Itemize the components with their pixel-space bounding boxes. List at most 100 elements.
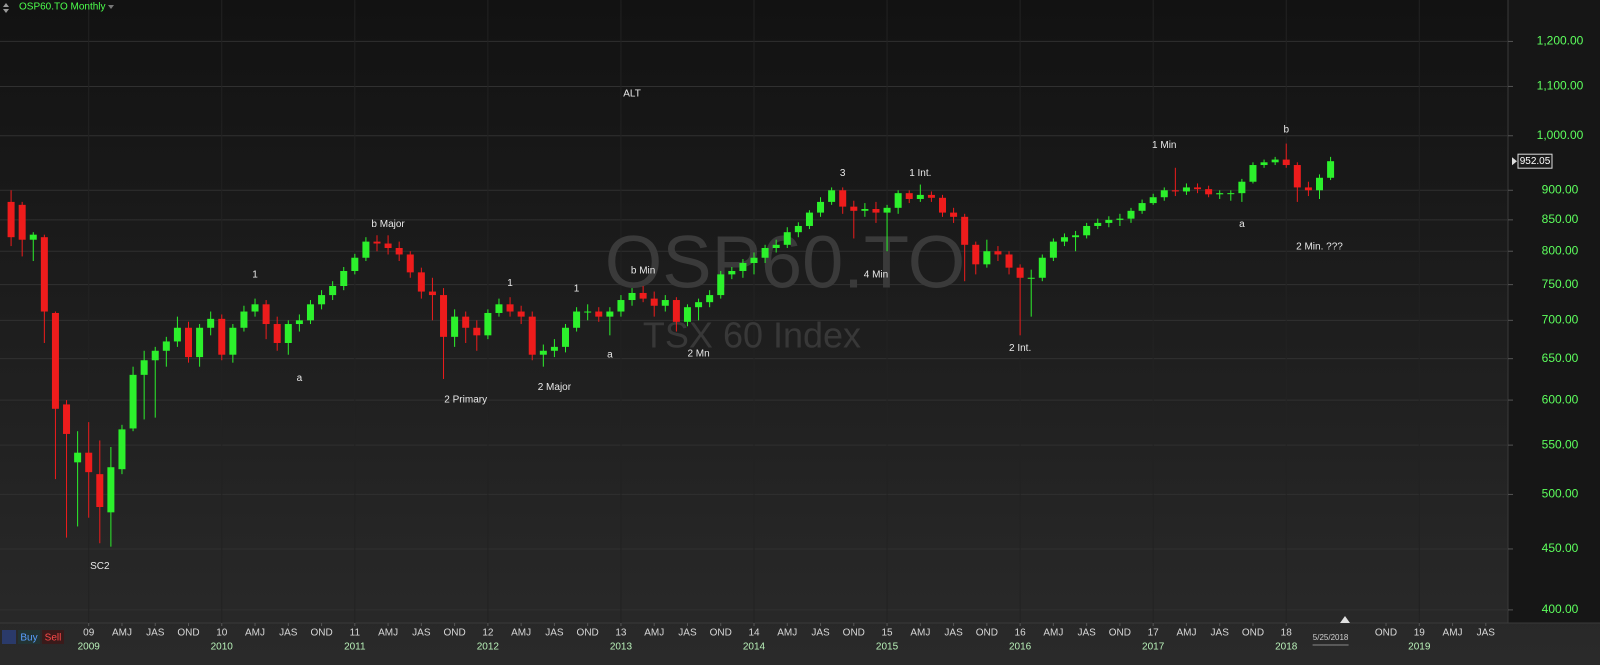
candle-body [939, 197, 946, 213]
last-price-box [1517, 153, 1553, 169]
x-year-label: 2009 [78, 642, 101, 653]
candle-body [63, 404, 71, 434]
candle-body [606, 311, 614, 317]
wave-annotation: 2 Min. ??? [1296, 241, 1343, 252]
candle-body [1038, 257, 1046, 278]
candle-body [805, 212, 813, 226]
y-tick-label: 650.00 [1542, 351, 1579, 365]
dropdown-arrow[interactable] [108, 5, 114, 9]
x-tick-label: AMJ [644, 628, 664, 639]
x-tick-label: AMJ [245, 628, 265, 639]
candle-body [761, 248, 769, 258]
chart-title[interactable]: OSP60.TO Monthly [19, 2, 106, 13]
candle-body [573, 311, 581, 328]
wave-annotation: 3 [840, 168, 846, 179]
candle-body [528, 316, 536, 355]
candle-body [395, 248, 403, 255]
candle-body [284, 324, 292, 343]
buy-label[interactable]: Buy [20, 633, 37, 644]
wave-annotation: 1 [507, 278, 513, 289]
x-tick-label: 13 [615, 628, 627, 639]
candle-body [1260, 162, 1268, 166]
wave-annotation: a [1239, 219, 1245, 230]
x-tick-label: 15 [881, 628, 893, 639]
candle-body [1160, 190, 1168, 198]
grid [0, 40, 1513, 626]
candle-body [440, 295, 448, 337]
candle-body [262, 304, 270, 325]
candle-body [51, 312, 59, 409]
candle-body [417, 272, 425, 292]
candle-body [451, 316, 459, 337]
candle-body [517, 311, 525, 317]
x-tick-label: 19 [1414, 628, 1426, 639]
candle-body [306, 304, 314, 321]
wave-annotation: a [297, 373, 303, 384]
candle-body [1094, 222, 1102, 226]
candle-body [861, 209, 869, 211]
y-tick-label: 850.00 [1542, 212, 1579, 226]
candle-body [1016, 267, 1024, 278]
x-tick-label: 11 [350, 628, 361, 639]
candle-body [129, 374, 137, 429]
candle-body [1216, 193, 1224, 195]
x-tick-label: JAS [146, 628, 165, 639]
x-tick-label: AMJ [378, 628, 398, 639]
candle-body [1083, 225, 1091, 236]
candle-body [273, 324, 281, 343]
current-date-label: 5/25/2018 [1313, 633, 1349, 642]
y-tick-label: 1,000.00 [1537, 128, 1584, 142]
y-tick-label: 500.00 [1542, 487, 1579, 501]
x-year-label: 2015 [876, 642, 899, 653]
x-tick-label: 09 [83, 628, 95, 639]
candle-body [295, 320, 303, 325]
x-tick-label: AMJ [1176, 628, 1196, 639]
symbol-icon[interactable] [3, 3, 9, 13]
candle-body [1327, 161, 1335, 178]
candle-body [362, 241, 370, 258]
wave-annotation: 1 Int. [909, 168, 931, 179]
buy-button[interactable] [18, 630, 40, 644]
candle-body [1238, 181, 1246, 194]
wave-annotation: a [607, 349, 613, 360]
candle-body [18, 204, 26, 240]
candle-body [1282, 159, 1290, 166]
wave-annotation: 2 Mn [687, 349, 709, 360]
x-year-label: 2019 [1408, 642, 1431, 653]
candle-body [118, 429, 126, 470]
y-tick-label: 1,100.00 [1537, 79, 1584, 93]
candle-body [1127, 210, 1135, 219]
candle-body [695, 302, 703, 308]
candle-body [617, 300, 625, 312]
candle-body [883, 207, 891, 213]
candle-body [85, 452, 93, 473]
y-tick-label: 400.00 [1542, 602, 1579, 616]
candle-body [162, 341, 170, 351]
wave-annotation: 1 [252, 270, 258, 281]
candle-body [894, 193, 902, 208]
candle-body [584, 311, 592, 313]
x-tick-label: JAS [1211, 628, 1230, 639]
x-tick-label: AMJ [112, 628, 132, 639]
x-year-label: 2013 [610, 642, 633, 653]
wave-annotation: 2 Int. [1009, 343, 1031, 354]
sell-button[interactable] [42, 630, 64, 644]
candle-body [329, 286, 337, 296]
candle-body [706, 295, 714, 303]
candle-body [772, 244, 780, 249]
candle-body [473, 327, 481, 336]
trade-icon[interactable] [2, 630, 16, 644]
x-year-label: 2012 [477, 642, 500, 653]
sell-label[interactable]: Sell [45, 633, 62, 644]
candle-body [872, 209, 880, 213]
x-tick-label: JAS [412, 628, 431, 639]
x-year-label: 2016 [1009, 642, 1032, 653]
wave-annotation: b Min [631, 266, 655, 277]
x-tick-label: 16 [1015, 628, 1027, 639]
candle-body [916, 194, 924, 199]
candle-body [562, 327, 569, 347]
y-tick-label: 750.00 [1542, 277, 1579, 291]
labels: 400.00 450.00 500.00 550.00 600.00 650.00 700.… [78, 34, 1584, 653]
candle-body [340, 271, 348, 287]
